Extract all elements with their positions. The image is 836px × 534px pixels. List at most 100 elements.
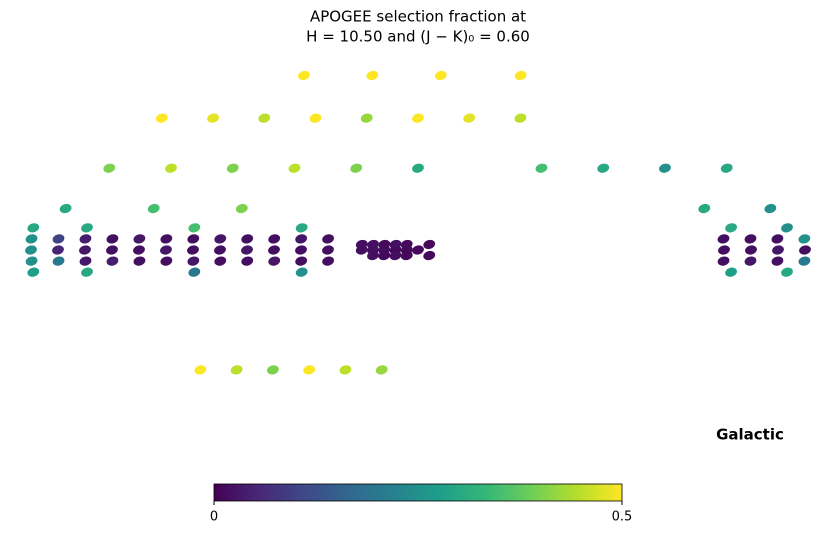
field	[355, 239, 368, 250]
field	[27, 223, 40, 233]
field	[81, 267, 93, 277]
field	[303, 365, 316, 375]
field	[267, 365, 279, 375]
field	[781, 267, 793, 277]
field	[434, 70, 447, 81]
field	[25, 234, 38, 244]
field	[188, 223, 201, 233]
field	[799, 245, 811, 255]
field	[295, 245, 307, 255]
field	[25, 245, 37, 255]
field	[375, 365, 388, 375]
field	[659, 163, 671, 173]
field	[367, 250, 379, 261]
field	[25, 256, 38, 266]
field	[360, 113, 373, 123]
field	[367, 239, 379, 250]
field	[79, 245, 91, 255]
field	[268, 256, 281, 266]
chart-title: APOGEE selection fraction at	[310, 8, 526, 26]
field	[597, 163, 610, 173]
field	[400, 250, 413, 261]
coordinate-label: Galactic	[716, 426, 784, 444]
field	[295, 223, 308, 233]
field	[339, 365, 352, 375]
field	[295, 267, 308, 277]
field	[745, 245, 757, 255]
field	[322, 256, 335, 266]
field	[798, 234, 811, 244]
field	[59, 203, 72, 214]
field	[725, 267, 738, 277]
field	[717, 256, 730, 266]
field	[771, 256, 784, 266]
field	[295, 234, 308, 244]
field	[160, 256, 173, 266]
field	[412, 163, 424, 173]
field	[103, 163, 116, 173]
field	[214, 245, 226, 255]
field	[268, 245, 280, 255]
field	[187, 234, 200, 244]
field	[378, 250, 391, 261]
field	[188, 267, 201, 277]
field	[297, 70, 310, 81]
field	[764, 203, 777, 214]
field	[295, 256, 308, 266]
field	[463, 113, 476, 123]
field	[389, 250, 402, 261]
colorbar-tick-label: 0	[210, 510, 218, 525]
field	[27, 267, 40, 277]
field	[514, 70, 527, 81]
field	[423, 250, 436, 261]
field	[235, 203, 248, 214]
field	[106, 256, 119, 266]
field	[772, 245, 784, 255]
field	[133, 245, 145, 255]
field	[160, 245, 172, 255]
field	[207, 113, 219, 123]
field	[322, 245, 334, 255]
field	[412, 245, 424, 255]
field	[412, 113, 424, 123]
field	[288, 163, 301, 173]
field	[214, 234, 227, 244]
field	[187, 245, 199, 255]
colorbar-tick-label: 0.5	[612, 510, 633, 525]
field	[106, 245, 118, 255]
field	[798, 256, 811, 266]
field	[160, 234, 173, 244]
field	[720, 163, 733, 173]
field	[514, 113, 527, 123]
field	[309, 113, 322, 123]
field	[52, 256, 65, 266]
field	[106, 234, 119, 244]
field	[423, 239, 436, 250]
colorbar	[213, 483, 623, 502]
field	[133, 256, 146, 266]
field	[165, 163, 177, 173]
field	[226, 163, 239, 173]
field	[241, 256, 254, 266]
field	[717, 234, 730, 244]
field	[230, 365, 243, 375]
field	[258, 113, 271, 123]
field	[744, 256, 757, 266]
field	[81, 223, 93, 233]
field	[389, 239, 402, 250]
field	[781, 223, 793, 233]
field	[378, 239, 391, 250]
field	[350, 163, 363, 173]
field	[400, 239, 413, 250]
field	[147, 203, 160, 214]
field	[725, 223, 738, 233]
field	[79, 256, 92, 266]
field	[79, 234, 92, 244]
field	[241, 234, 254, 244]
field	[52, 234, 65, 244]
field	[241, 245, 253, 255]
field	[52, 245, 64, 255]
field	[744, 234, 757, 244]
field	[155, 113, 168, 123]
